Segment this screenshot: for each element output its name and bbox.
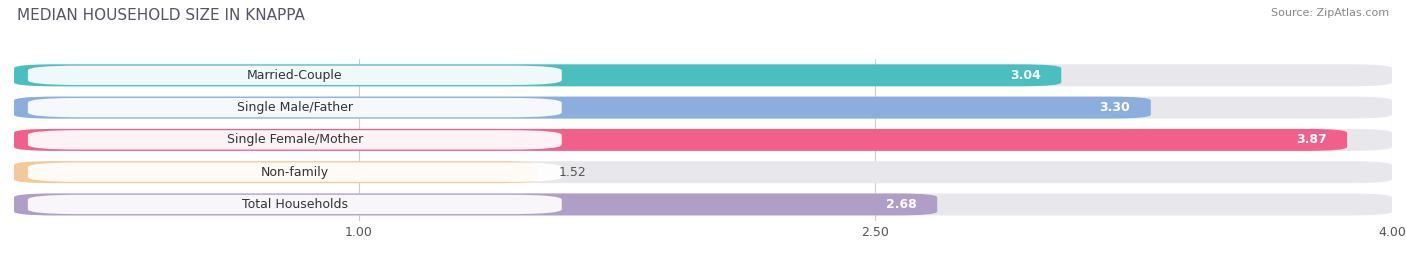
FancyBboxPatch shape: [14, 64, 1062, 86]
FancyBboxPatch shape: [14, 161, 1392, 183]
FancyBboxPatch shape: [28, 98, 562, 117]
FancyBboxPatch shape: [14, 193, 938, 215]
Text: 3.87: 3.87: [1296, 133, 1326, 146]
Text: Non-family: Non-family: [260, 166, 329, 179]
FancyBboxPatch shape: [28, 130, 562, 150]
FancyBboxPatch shape: [28, 162, 562, 182]
FancyBboxPatch shape: [14, 193, 1392, 215]
Text: Single Female/Mother: Single Female/Mother: [226, 133, 363, 146]
FancyBboxPatch shape: [14, 129, 1347, 151]
FancyBboxPatch shape: [14, 97, 1392, 119]
Text: Single Male/Father: Single Male/Father: [236, 101, 353, 114]
Text: 3.04: 3.04: [1010, 69, 1040, 82]
Text: Married-Couple: Married-Couple: [247, 69, 343, 82]
Text: 3.30: 3.30: [1099, 101, 1130, 114]
Text: 1.52: 1.52: [558, 166, 586, 179]
FancyBboxPatch shape: [28, 66, 562, 85]
Text: 2.68: 2.68: [886, 198, 917, 211]
FancyBboxPatch shape: [28, 195, 562, 214]
Text: Total Households: Total Households: [242, 198, 347, 211]
FancyBboxPatch shape: [14, 129, 1392, 151]
FancyBboxPatch shape: [14, 97, 1150, 119]
FancyBboxPatch shape: [14, 161, 537, 183]
Text: Source: ZipAtlas.com: Source: ZipAtlas.com: [1271, 8, 1389, 18]
FancyBboxPatch shape: [14, 64, 1392, 86]
Text: MEDIAN HOUSEHOLD SIZE IN KNAPPA: MEDIAN HOUSEHOLD SIZE IN KNAPPA: [17, 8, 305, 23]
